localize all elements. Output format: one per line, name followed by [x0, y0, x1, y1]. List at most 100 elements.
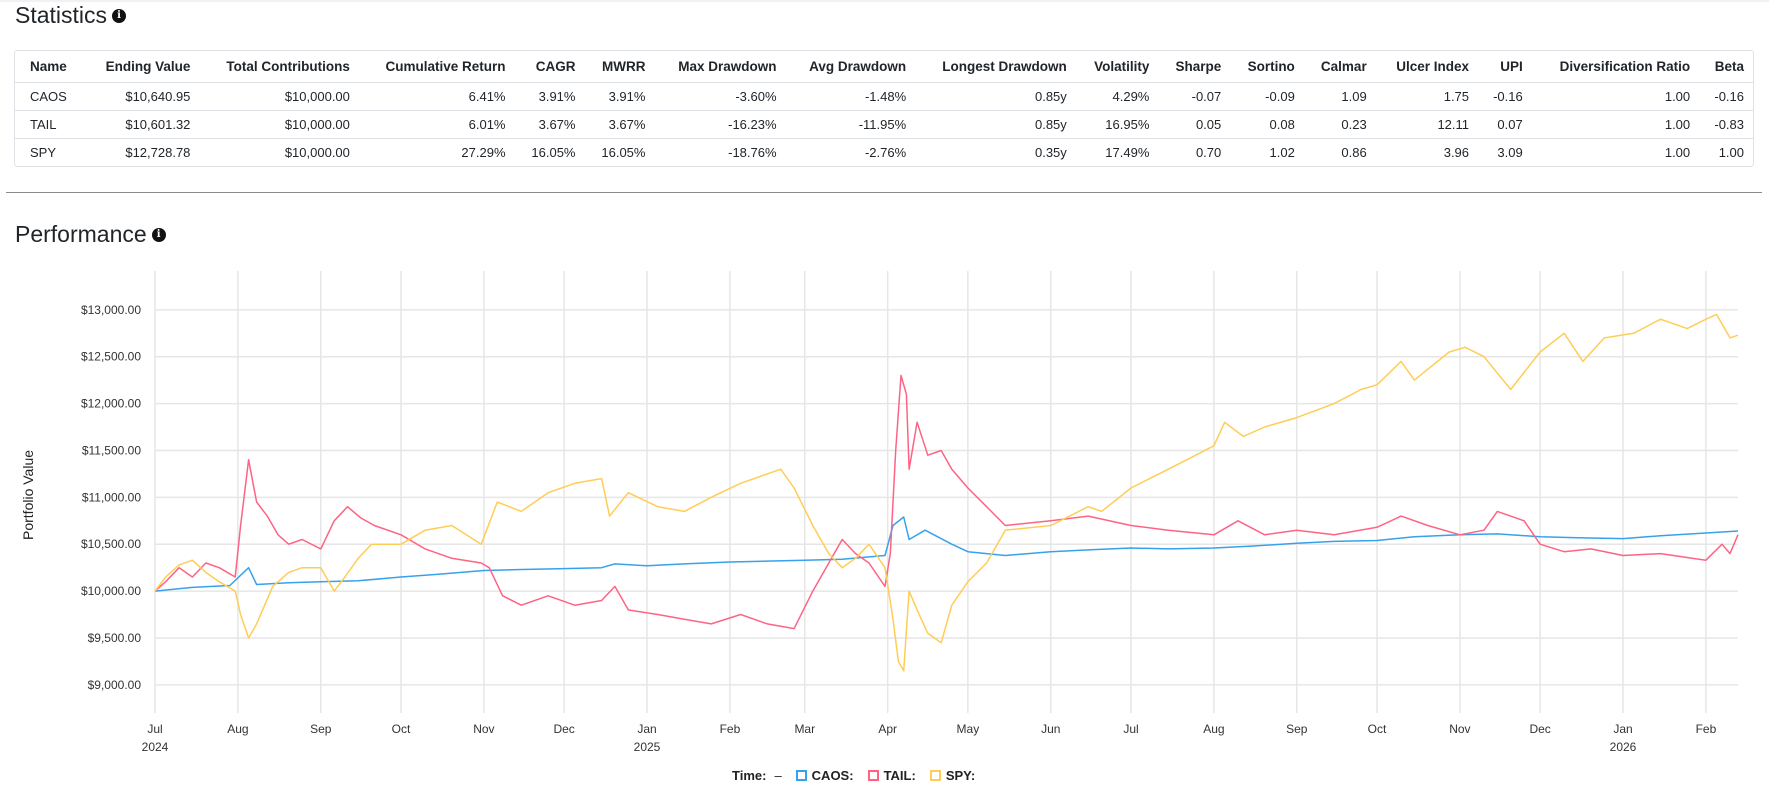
y-tick-label: $10,500.00 [81, 537, 141, 551]
legend-swatch [929, 770, 941, 781]
legend-time-label: Time: [732, 768, 767, 783]
performance-chart[interactable]: $9,000.00 $9,500.00 $10,000.00 $10,500.00 $1… [0, 255, 1769, 765]
column-header[interactable]: UPI [1478, 51, 1532, 83]
cell-mwrr: 16.05% [601, 145, 646, 160]
statistics-heading: Statistics i [15, 2, 127, 29]
series-line-tail [154, 374, 1739, 630]
statistics-table-container: Name Ending Value Total Contributions Cu… [14, 50, 1754, 167]
cell-mwrr: 3.91% [584, 82, 655, 111]
cell-total-contributions: $10,000.00 [199, 82, 359, 111]
cell-upi: -0.16 [1478, 82, 1532, 111]
cell-sharpe: -0.07 [1158, 82, 1231, 111]
x-tick-label: Apr [878, 722, 897, 736]
x-tick-label: Jul [1123, 722, 1138, 736]
column-header[interactable]: Sortino [1230, 51, 1304, 83]
column-header[interactable]: Beta [1699, 51, 1753, 83]
x-tick-label: Jan [637, 722, 656, 736]
legend-item-spy[interactable]: SPY: [929, 768, 975, 783]
x-tick-label: Nov [1449, 722, 1470, 736]
cell-ending-value: $12,728.78 [125, 145, 191, 160]
cell-cumulative-return: 27.29% [461, 145, 506, 160]
legend-label: CAOS: [811, 768, 854, 783]
cell-beta: 1.00 [1718, 145, 1744, 160]
column-header[interactable]: MWRR [584, 51, 655, 83]
cell-diversification-ratio: 1.00 [1531, 110, 1700, 139]
table-row: SPY $12,728.78 $10,000.00 27.29% 16.05% … [15, 139, 1753, 167]
cell-calmar: 0.86 [1341, 145, 1367, 160]
y-tick-label: $10,000.00 [81, 584, 141, 598]
cell-sharpe: 0.70 [1195, 145, 1222, 160]
cell-avg-drawdown: -2.76% [864, 145, 907, 160]
legend-time: Time: – [732, 768, 782, 783]
cell-name: CAOS [15, 82, 84, 111]
cell-ulcer-index: 1.75 [1375, 82, 1479, 111]
cell-avg-drawdown: -1.48% [785, 82, 916, 111]
table-row: TAIL $10,601.32 $10,000.00 6.01% 3.67% 3… [15, 110, 1753, 139]
chart-legend: Time: – CAOS: TAIL: SPY: [732, 768, 989, 783]
x-axis: Jul 2024 Aug Sep Oct Nov Dec Jan 2025 Feb Mar Apr Ma… [142, 722, 1717, 754]
statistics-title: Statistics [15, 2, 108, 28]
legend-item-caos[interactable]: CAOS: [795, 768, 854, 783]
chart-grid [154, 271, 1738, 713]
column-header[interactable]: Diversification Ratio [1531, 51, 1700, 83]
cell-cagr: 16.05% [531, 145, 576, 160]
column-header[interactable]: Name [15, 51, 84, 83]
column-header[interactable]: Max Drawdown [654, 51, 786, 83]
x-tick-label: Feb [720, 722, 741, 736]
column-header[interactable]: Volatility [1075, 51, 1159, 83]
cell-cumulative-return: 6.41% [358, 82, 515, 111]
x-tick-label: Oct [1368, 722, 1387, 736]
legend-swatch [867, 770, 879, 781]
y-tick-label: $12,000.00 [81, 397, 141, 411]
legend-time-value: – [774, 768, 782, 783]
info-icon[interactable]: i [151, 227, 166, 242]
cell-name: SPY [30, 145, 57, 160]
info-icon[interactable]: i [112, 8, 127, 23]
y-tick-label: $13,000.00 [81, 303, 141, 317]
cell-sortino: 0.08 [1230, 110, 1304, 139]
column-header[interactable]: CAGR [514, 51, 585, 83]
cell-total-contributions: $10,000.00 [199, 110, 359, 139]
cell-volatility: 17.49% [1105, 145, 1150, 160]
x-tick-label: Jul [147, 722, 162, 736]
x-tick-label: Oct [392, 722, 411, 736]
cell-diversification-ratio: 1.00 [1531, 82, 1700, 111]
column-header[interactable]: Ulcer Index [1375, 51, 1479, 83]
x-tick-label: Mar [794, 722, 815, 736]
cell-name: TAIL [15, 110, 84, 139]
cell-sortino: -0.09 [1230, 82, 1304, 111]
column-header[interactable]: Ending Value [83, 51, 200, 83]
cell-longest-drawdown: 0.85y [915, 82, 1076, 111]
cell-ulcer-index: 3.96 [1443, 145, 1470, 160]
column-header[interactable]: Cumulative Return [358, 51, 515, 83]
x-tick-label: Sep [310, 722, 332, 736]
cell-ending-value: $10,601.32 [83, 110, 200, 139]
table-row: CAOS $10,640.95 $10,000.00 6.41% 3.91% 3… [15, 82, 1753, 111]
cell-cagr: 3.67% [514, 110, 585, 139]
legend-item-tail[interactable]: TAIL: [867, 768, 916, 783]
chart-series [154, 313, 1739, 672]
column-header[interactable]: Avg Drawdown [785, 51, 916, 83]
cell-max-drawdown: -3.60% [654, 82, 786, 111]
cell-avg-drawdown: -11.95% [785, 110, 916, 139]
x-tick-label: Jan [1613, 722, 1632, 736]
x-tick-year-label: 2025 [634, 740, 661, 754]
x-tick-label: Aug [1203, 722, 1224, 736]
x-tick-label: Jun [1041, 722, 1060, 736]
x-tick-label: May [957, 722, 980, 736]
cell-total-contributions: $10,000.00 [284, 145, 350, 160]
x-tick-label: Dec [1529, 722, 1550, 736]
column-header[interactable]: Sharpe [1158, 51, 1231, 83]
column-header[interactable]: Longest Drawdown [915, 51, 1076, 83]
x-tick-label: Nov [473, 722, 494, 736]
x-tick-label: Feb [1696, 722, 1717, 736]
column-header[interactable]: Total Contributions [199, 51, 359, 83]
column-header[interactable]: Calmar [1303, 51, 1376, 83]
cell-max-drawdown: -18.76% [728, 145, 777, 160]
x-tick-label: Aug [227, 722, 248, 736]
y-axis-title: Portfolio Value [20, 450, 36, 540]
y-tick-label: $12,500.00 [81, 350, 141, 364]
cell-diversification-ratio: 1.00 [1664, 145, 1691, 160]
x-tick-year-label: 2024 [142, 740, 169, 754]
